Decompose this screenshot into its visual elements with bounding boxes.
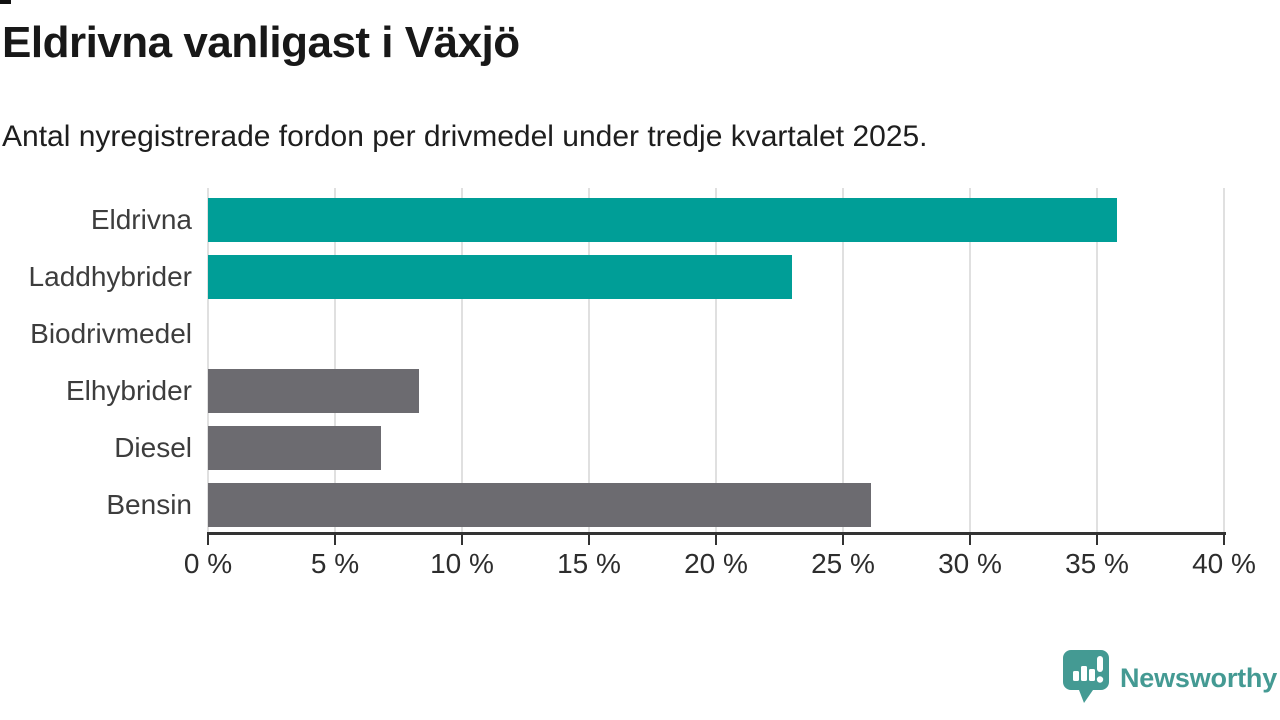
- category-label: Laddhybrider: [28, 261, 192, 292]
- x-tick-mark: [461, 535, 463, 545]
- bar-eldrivna: [208, 198, 1118, 242]
- chart-subtitle: Antal nyregistrerade fordon per drivmede…: [2, 120, 928, 153]
- x-tick-mark: [715, 535, 717, 545]
- x-tick-label: 20 %: [684, 548, 748, 579]
- x-tick-mark: [969, 535, 971, 545]
- category-label: Biodrivmedel: [30, 318, 192, 349]
- bar-bensin: [208, 483, 871, 527]
- gridline: [461, 188, 463, 533]
- x-tick-label: 10 %: [430, 548, 494, 579]
- x-tick-mark: [842, 535, 844, 545]
- x-tick-label: 40 %: [1192, 548, 1256, 579]
- gridline: [588, 188, 590, 533]
- chart-title: Eldrivna vanligast i Växjö: [2, 18, 520, 67]
- category-label: Bensin: [106, 489, 192, 520]
- x-tick-label: 25 %: [811, 548, 875, 579]
- gridline: [715, 188, 717, 533]
- gridline: [207, 188, 209, 533]
- bar-elhybrider: [208, 369, 419, 413]
- x-tick-label: 0 %: [183, 548, 233, 579]
- gridline: [842, 188, 844, 533]
- gridline: [969, 188, 971, 533]
- category-label: Elhybrider: [65, 375, 192, 406]
- newsworthy-logo-text: Newsworthy: [1120, 662, 1278, 693]
- gridline: [1223, 188, 1225, 533]
- x-axis-line: [207, 532, 1226, 535]
- bar-laddhybrider: [208, 255, 793, 299]
- x-tick-label: 30 %: [938, 548, 1002, 579]
- newsworthy-speech-bubble-chart-icon: [1063, 650, 1109, 703]
- category-label: Eldrivna: [90, 204, 192, 235]
- plot-area: [207, 188, 1225, 533]
- bar-diesel: [208, 426, 381, 470]
- gridline: [1096, 188, 1098, 533]
- category-label: Diesel: [114, 432, 192, 463]
- x-tick-mark: [588, 535, 590, 545]
- x-tick-mark: [1223, 535, 1225, 545]
- x-tick-label: 15 %: [557, 548, 621, 579]
- x-tick-mark: [334, 535, 336, 545]
- screen-corner-artifact: [0, 0, 11, 4]
- x-tick-mark: [207, 535, 209, 545]
- gridline: [334, 188, 336, 533]
- newsworthy-logo: Newsworthy: [1062, 650, 1277, 706]
- x-tick-mark: [1096, 535, 1098, 545]
- x-tick-label: 35 %: [1065, 548, 1129, 579]
- x-tick-label: 5 %: [310, 548, 360, 579]
